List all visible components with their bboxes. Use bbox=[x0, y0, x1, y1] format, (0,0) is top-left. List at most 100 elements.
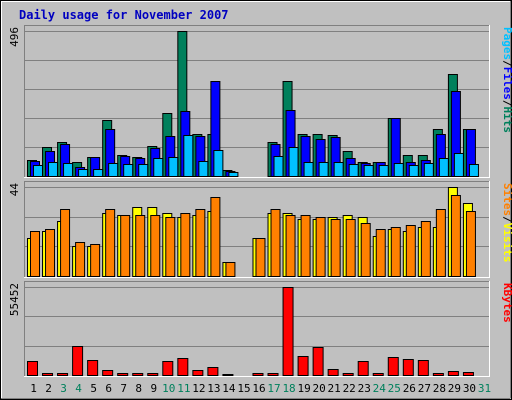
bar-hits-pages-22 bbox=[348, 164, 359, 177]
bar-visits-sites-19 bbox=[300, 215, 311, 277]
x-tick-label-6: 6 bbox=[105, 382, 112, 395]
bar-kbytes-kbytes-8 bbox=[132, 373, 144, 376]
x-tick-label-22: 22 bbox=[343, 382, 356, 395]
bar-visits-sites-12 bbox=[195, 209, 206, 277]
x-tick-label-14: 14 bbox=[222, 382, 236, 395]
bar-visits-sites-20 bbox=[315, 217, 326, 277]
panel-kbytes: 55452 KBytes bbox=[8, 281, 512, 377]
panel-visits: 44 Sites/Visits bbox=[8, 181, 512, 278]
bar-hits-pages-8 bbox=[138, 164, 149, 177]
bar-hits-pages-10 bbox=[168, 157, 179, 177]
x-axis: 1 2 3 4 5 6 7 8 9 10 11 12 13 14 15 16 17 18 19 20 21 22 23 24 2… bbox=[30, 382, 491, 395]
bar-visits-sites-11 bbox=[180, 213, 191, 277]
bar-hits-pages-2 bbox=[48, 162, 59, 177]
bar-hits-pages-23 bbox=[363, 165, 374, 177]
bar-kbytes-kbytes-6 bbox=[102, 370, 114, 376]
x-tick-label-29: 29 bbox=[448, 382, 461, 395]
x-tick-label-21: 21 bbox=[328, 382, 341, 395]
y-max-label: 496 bbox=[8, 27, 21, 47]
bar-kbytes-kbytes-28 bbox=[432, 373, 444, 376]
panel-hits: 496 Pages/Files/Hits bbox=[8, 25, 512, 178]
bar-kbytes-kbytes-2 bbox=[42, 373, 54, 376]
bar-kbytes-kbytes-21 bbox=[327, 369, 339, 376]
legend-part: / bbox=[501, 60, 512, 67]
x-tick-label-11: 11 bbox=[177, 382, 190, 395]
x-tick-label-7: 7 bbox=[120, 382, 127, 395]
bar-kbytes-kbytes-23 bbox=[357, 361, 369, 376]
bar-hits-pages-25 bbox=[393, 163, 404, 177]
bar-kbytes-kbytes-12 bbox=[192, 370, 204, 376]
bar-hits-pages-7 bbox=[123, 164, 134, 177]
x-tick-label-17: 17 bbox=[267, 382, 280, 395]
bar-visits-sites-3 bbox=[60, 209, 71, 277]
bar-visits-sites-9 bbox=[150, 215, 161, 277]
panel-background bbox=[24, 25, 490, 178]
legend-part: Pages bbox=[501, 27, 512, 60]
bar-hits-pages-14 bbox=[228, 172, 239, 177]
bar-visits-sites-6 bbox=[105, 209, 116, 277]
legend-part: Files bbox=[501, 67, 512, 100]
bar-kbytes-kbytes-22 bbox=[342, 373, 354, 376]
chart-title: Daily usage for November 2007 bbox=[19, 8, 229, 22]
bar-kbytes-kbytes-19 bbox=[297, 356, 309, 376]
bar-visits-sites-21 bbox=[330, 219, 341, 277]
bar-hits-pages-12 bbox=[198, 161, 209, 177]
bar-hits-pages-17 bbox=[273, 156, 284, 177]
bar-kbytes-kbytes-5 bbox=[87, 360, 99, 376]
x-tick-label-13: 13 bbox=[207, 382, 220, 395]
x-tick-label-8: 8 bbox=[135, 382, 142, 395]
x-tick-label-10: 10 bbox=[162, 382, 175, 395]
bar-visits-sites-1 bbox=[30, 231, 40, 277]
x-tick-label-12: 12 bbox=[192, 382, 205, 395]
bar-kbytes-kbytes-27 bbox=[417, 360, 429, 376]
x-tick-label-30: 30 bbox=[463, 382, 476, 395]
bar-hits-pages-5 bbox=[93, 169, 104, 177]
bar-visits-sites-26 bbox=[405, 225, 416, 277]
y-max-label: 44 bbox=[8, 183, 21, 197]
x-tick-label-18: 18 bbox=[282, 382, 295, 395]
bar-kbytes-kbytes-4 bbox=[72, 346, 84, 376]
bar-kbytes-kbytes-25 bbox=[387, 357, 399, 376]
bar-visits-sites-10 bbox=[165, 217, 176, 277]
x-tick-label-5: 5 bbox=[90, 382, 97, 395]
y-max-label: 55452 bbox=[8, 283, 21, 316]
bar-visits-sites-28 bbox=[435, 209, 446, 277]
bar-hits-pages-24 bbox=[378, 165, 389, 177]
bar-hits-pages-18 bbox=[288, 147, 299, 177]
bar-hits-pages-13 bbox=[213, 150, 224, 177]
bar-visits-sites-4 bbox=[75, 242, 86, 277]
x-tick-label-9: 9 bbox=[150, 382, 157, 395]
bar-hits-pages-19 bbox=[303, 162, 314, 177]
bar-visits-sites-23 bbox=[360, 223, 371, 277]
legend-part: / bbox=[501, 216, 512, 223]
x-tick-label-3: 3 bbox=[60, 382, 67, 395]
bar-kbytes-kbytes-13 bbox=[207, 367, 219, 376]
x-tick-label-24: 24 bbox=[373, 382, 387, 395]
bar-visits-sites-2 bbox=[45, 229, 56, 277]
bar-kbytes-kbytes-29 bbox=[447, 371, 459, 376]
bar-hits-pages-29 bbox=[453, 153, 464, 177]
bar-hits-pages-21 bbox=[333, 162, 344, 177]
x-tick-label-25: 25 bbox=[388, 382, 401, 395]
panel-legend: Pages/Files/Hits bbox=[501, 27, 512, 133]
bar-kbytes-kbytes-16 bbox=[252, 373, 264, 376]
panel-legend: Sites/Visits bbox=[501, 183, 512, 263]
x-tick-label-23: 23 bbox=[358, 382, 371, 395]
x-tick-label-19: 19 bbox=[297, 382, 310, 395]
bar-visits-sites-13 bbox=[210, 197, 221, 277]
bar-hits-pages-3 bbox=[63, 163, 74, 177]
legend-part: KBytes bbox=[501, 283, 512, 323]
bar-visits-sites-27 bbox=[420, 221, 431, 277]
bar-kbytes-kbytes-30 bbox=[462, 372, 474, 376]
bar-visits-sites-30 bbox=[465, 211, 476, 277]
bar-kbytes-kbytes-7 bbox=[117, 373, 129, 376]
bar-visits-sites-14 bbox=[225, 262, 236, 277]
bar-hits-pages-26 bbox=[408, 165, 419, 177]
legend-part: Visits bbox=[501, 223, 512, 263]
x-tick-label-28: 28 bbox=[433, 382, 446, 395]
x-tick-label-26: 26 bbox=[403, 382, 416, 395]
bar-kbytes-kbytes-3 bbox=[57, 373, 69, 376]
bar-kbytes-kbytes-1 bbox=[27, 361, 38, 376]
bar-kbytes-kbytes-11 bbox=[177, 358, 189, 376]
